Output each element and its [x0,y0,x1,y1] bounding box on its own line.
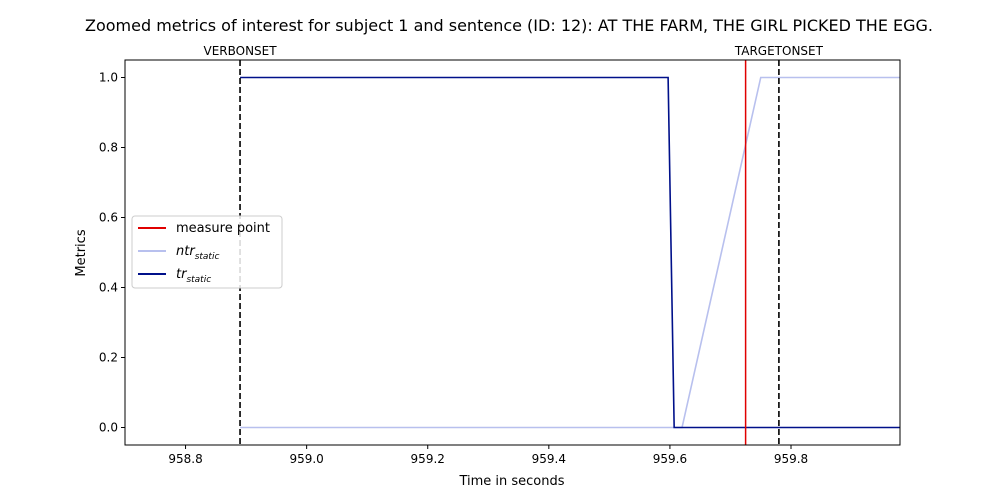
y-tick-label: 0.6 [99,211,118,225]
y-tick-label: 0.4 [99,281,118,295]
legend-label-tr: trstatic [176,267,211,285]
legend-label-measure: measure point [176,221,270,236]
chart-title: Zoomed metrics of interest for subject 1… [85,16,933,35]
y-tick-label: 0.0 [99,421,118,435]
y-tick-label: 1.0 [99,71,118,85]
series-line-ntr [240,76,900,429]
y-axis-label: Metrics [74,229,89,276]
vline-annotations: VERBONSET TARGETONSET [203,44,823,58]
y-axis-ticks: 0.0 0.2 0.4 0.6 0.8 1.0 [99,71,125,435]
x-tick-label: 959.4 [532,452,566,466]
x-axis-ticks: 958.8 959.0 959.2 959.4 959.6 959.8 [168,445,808,466]
y-tick-label: 0.2 [99,351,118,365]
legend-label-ntr: ntrstatic [176,244,219,262]
x-tick-label: 959.0 [289,452,323,466]
x-tick-label: 959.2 [411,452,445,466]
vline-label-verb: VERBONSET [203,44,277,58]
x-tick-label: 959.8 [774,452,808,466]
vline-label-target: TARGETONSET [734,44,824,58]
series-line-tr [240,76,900,429]
legend: measure point ntrstatic trstatic [131,215,283,289]
legend-box [131,215,283,289]
x-axis-label: Time in seconds [458,474,564,489]
plot-area [239,60,900,445]
x-tick-label: 959.6 [653,452,687,466]
x-tick-label: 958.8 [168,452,202,466]
y-tick-label: 0.8 [99,141,118,155]
axes-frame [124,59,901,446]
